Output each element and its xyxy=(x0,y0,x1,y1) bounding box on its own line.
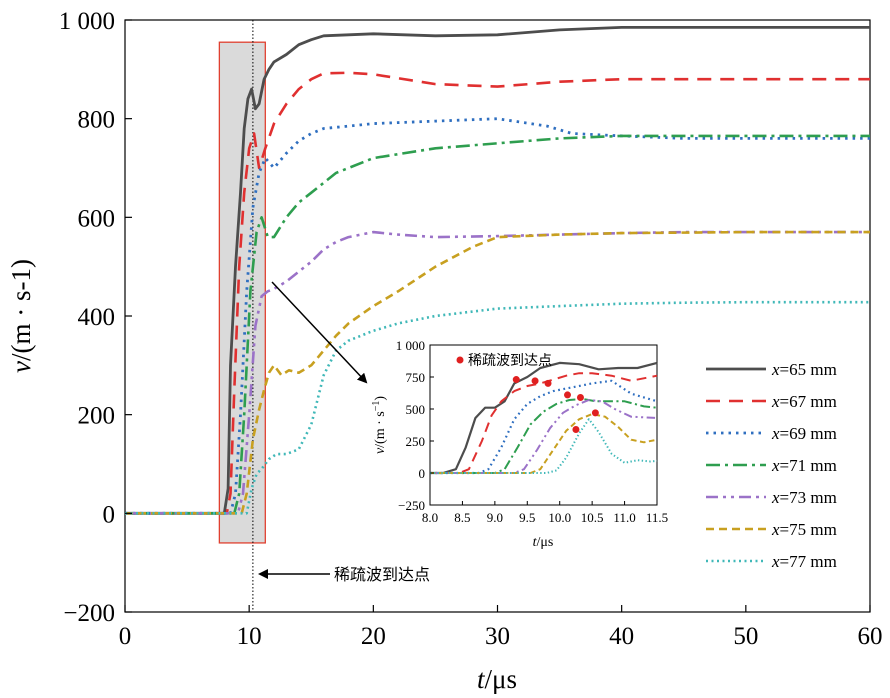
legend-label-1: x=65 mm xyxy=(771,360,837,379)
inset-x-tick-label: 10.5 xyxy=(581,510,604,525)
x-tick-label: 20 xyxy=(361,623,386,650)
arrival-point xyxy=(512,376,520,384)
y-tick-label: 200 xyxy=(78,403,116,430)
inset-x-tick-label: 9.5 xyxy=(519,510,535,525)
inset-series-line-5 xyxy=(430,399,658,474)
x-tick-label: 0 xyxy=(119,623,132,650)
series-line-1 xyxy=(125,26,870,515)
x-tick-label: 60 xyxy=(858,623,883,650)
y-tick-label: 400 xyxy=(78,304,116,331)
arrival-point xyxy=(531,377,539,385)
x-tick-label: 10 xyxy=(237,623,262,650)
inset-series-line-4 xyxy=(430,397,658,474)
y-tick-label: 800 xyxy=(78,107,116,134)
legend-label-3: x=69 mm xyxy=(771,424,837,443)
y-tick-label: −200 xyxy=(63,600,115,627)
inset-y-tick-label: −250 xyxy=(398,498,425,513)
inset-frame xyxy=(429,344,658,506)
legend-label-6: x=75 mm xyxy=(771,520,837,539)
legend-label-7: x=77 mm xyxy=(771,552,837,571)
zoom-arrow xyxy=(271,281,368,384)
y-tick-label: 0 xyxy=(103,501,116,528)
inset-x-tick-label: 11.0 xyxy=(613,510,635,525)
inset-background xyxy=(370,334,670,550)
x-tick-label: 30 xyxy=(485,623,510,650)
x-tick-label: 50 xyxy=(733,623,758,650)
inset-series-line-2 xyxy=(430,372,658,474)
inset-x-tick-label: 11.5 xyxy=(646,510,668,525)
legend: x=65 mm x=67 mm x=69 mm x=71 mm x=73 mm x=75 … xyxy=(706,360,837,571)
y-tick-label: 1 000 xyxy=(59,8,115,35)
y-axis-label: v/(m · s-1) xyxy=(6,259,36,373)
inset-x-tick-label: 8.5 xyxy=(454,510,470,525)
legend-label-2: x=67 mm xyxy=(771,392,837,411)
x-axis-label: t/μs xyxy=(477,664,517,694)
series-line-3 xyxy=(125,117,870,515)
series-line-2 xyxy=(125,71,870,515)
annotation-label: 稀疏波到达点 xyxy=(334,565,430,584)
inset-legend-label: 稀疏波到达点 xyxy=(468,353,552,369)
inset-y-tick-label: 0 xyxy=(419,466,426,481)
arrival-point xyxy=(563,391,571,399)
arrival-point xyxy=(572,425,580,433)
y-tick-label: 600 xyxy=(78,205,116,232)
inset-series-line-6 xyxy=(430,413,658,474)
arrival-point xyxy=(576,393,584,401)
inset-legend-marker xyxy=(456,356,464,364)
inset-y-tick-label: 1 000 xyxy=(396,338,425,353)
inset-series-line-1 xyxy=(430,361,658,475)
arrival-point xyxy=(544,379,552,387)
legend-label-4: x=71 mm xyxy=(771,456,837,475)
inset-y-tick-label: 750 xyxy=(406,370,426,385)
highlight-box xyxy=(218,41,266,544)
inset-x-axis-label: t/μs xyxy=(533,535,554,550)
inset-plot: 8.0 8.5 9.0 9.5 10.0 10.5 11.0 11.5 −250 0 250 500 7… xyxy=(396,338,668,525)
x-tick-label: 40 xyxy=(609,623,634,650)
inset-x-tick-label: 8.0 xyxy=(422,510,438,525)
inset-y-tick-label: 250 xyxy=(406,434,426,449)
inset-x-tick-label: 9.0 xyxy=(487,510,503,525)
inset-x-tick-label: 10.0 xyxy=(548,510,571,525)
arrival-point xyxy=(591,409,599,417)
inset-y-tick-label: 500 xyxy=(406,402,426,417)
inset-y-axis-label: v/(m · s−1) xyxy=(371,396,388,454)
legend-label-5: x=73 mm xyxy=(771,488,837,507)
